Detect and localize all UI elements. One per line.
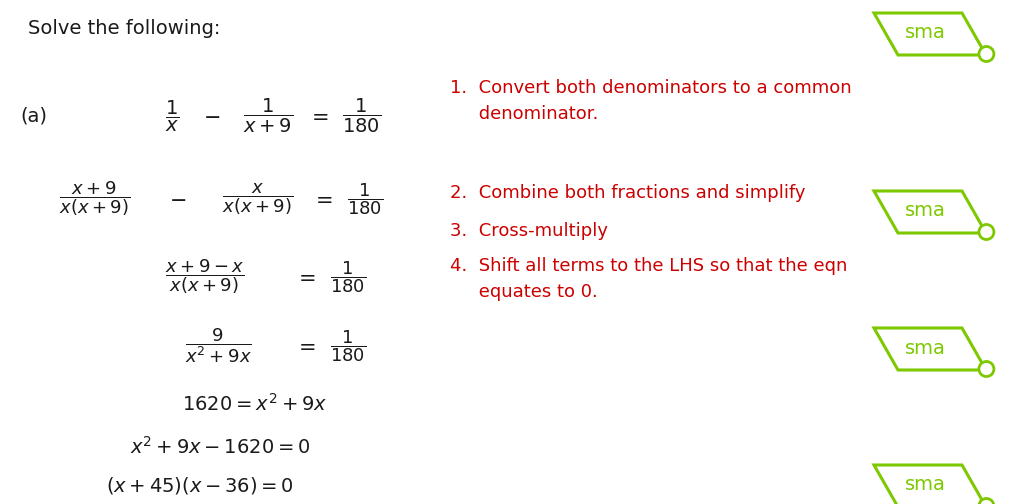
Text: $(x+45)(x-36) = 0$: $(x+45)(x-36) = 0$ [106, 475, 294, 496]
Text: $\dfrac{x+9}{x(x+9)}$: $\dfrac{x+9}{x(x+9)}$ [59, 180, 131, 218]
Circle shape [979, 46, 994, 61]
Text: $=$: $=$ [311, 189, 333, 209]
Circle shape [979, 498, 994, 504]
Text: $\dfrac{1}{x+9}$: $\dfrac{1}{x+9}$ [243, 97, 293, 135]
Text: $\dfrac{x+9-x}{x(x+9)}$: $\dfrac{x+9-x}{x(x+9)}$ [165, 258, 245, 296]
Text: $=$: $=$ [294, 336, 315, 356]
Text: $\dfrac{1}{180}$: $\dfrac{1}{180}$ [342, 97, 382, 135]
Text: 1.  Convert both denominators to a common
     denominator.: 1. Convert both denominators to a common… [450, 79, 852, 122]
Text: 2.  Combine both fractions and simplify: 2. Combine both fractions and simplify [450, 184, 806, 202]
Text: $\dfrac{1}{x}$: $\dfrac{1}{x}$ [165, 98, 179, 134]
Circle shape [979, 361, 994, 376]
Text: $=$: $=$ [294, 267, 315, 287]
Text: sma: sma [904, 24, 945, 42]
Text: $-$: $-$ [169, 189, 186, 209]
Polygon shape [874, 328, 986, 370]
Text: $\dfrac{1}{180}$: $\dfrac{1}{180}$ [330, 328, 367, 364]
Text: $\dfrac{1}{180}$: $\dfrac{1}{180}$ [330, 259, 367, 295]
Polygon shape [874, 13, 986, 55]
Circle shape [979, 224, 994, 239]
Text: $x^2 + 9x - 1620 = 0$: $x^2 + 9x - 1620 = 0$ [130, 436, 310, 458]
Text: 3.  Cross-multiply: 3. Cross-multiply [450, 222, 608, 240]
Text: sma: sma [904, 475, 945, 494]
Text: $\dfrac{x}{x(x+9)}$: $\dfrac{x}{x(x+9)}$ [222, 181, 294, 217]
Text: $\dfrac{9}{x^2+9x}$: $\dfrac{9}{x^2+9x}$ [184, 327, 252, 365]
Text: (a): (a) [20, 106, 47, 125]
Text: Solve the following:: Solve the following: [28, 19, 220, 38]
Text: sma: sma [904, 202, 945, 221]
Text: 4.  Shift all terms to the LHS so that the eqn
     equates to 0.: 4. Shift all terms to the LHS so that th… [450, 257, 848, 301]
Text: $=$: $=$ [307, 106, 329, 126]
Polygon shape [874, 465, 986, 504]
Text: $\dfrac{1}{180}$: $\dfrac{1}{180}$ [347, 181, 383, 217]
Polygon shape [874, 191, 986, 233]
Text: sma: sma [904, 339, 945, 357]
Text: $1620 = x^2 + 9x$: $1620 = x^2 + 9x$ [182, 393, 328, 415]
Text: $-$: $-$ [204, 106, 220, 126]
